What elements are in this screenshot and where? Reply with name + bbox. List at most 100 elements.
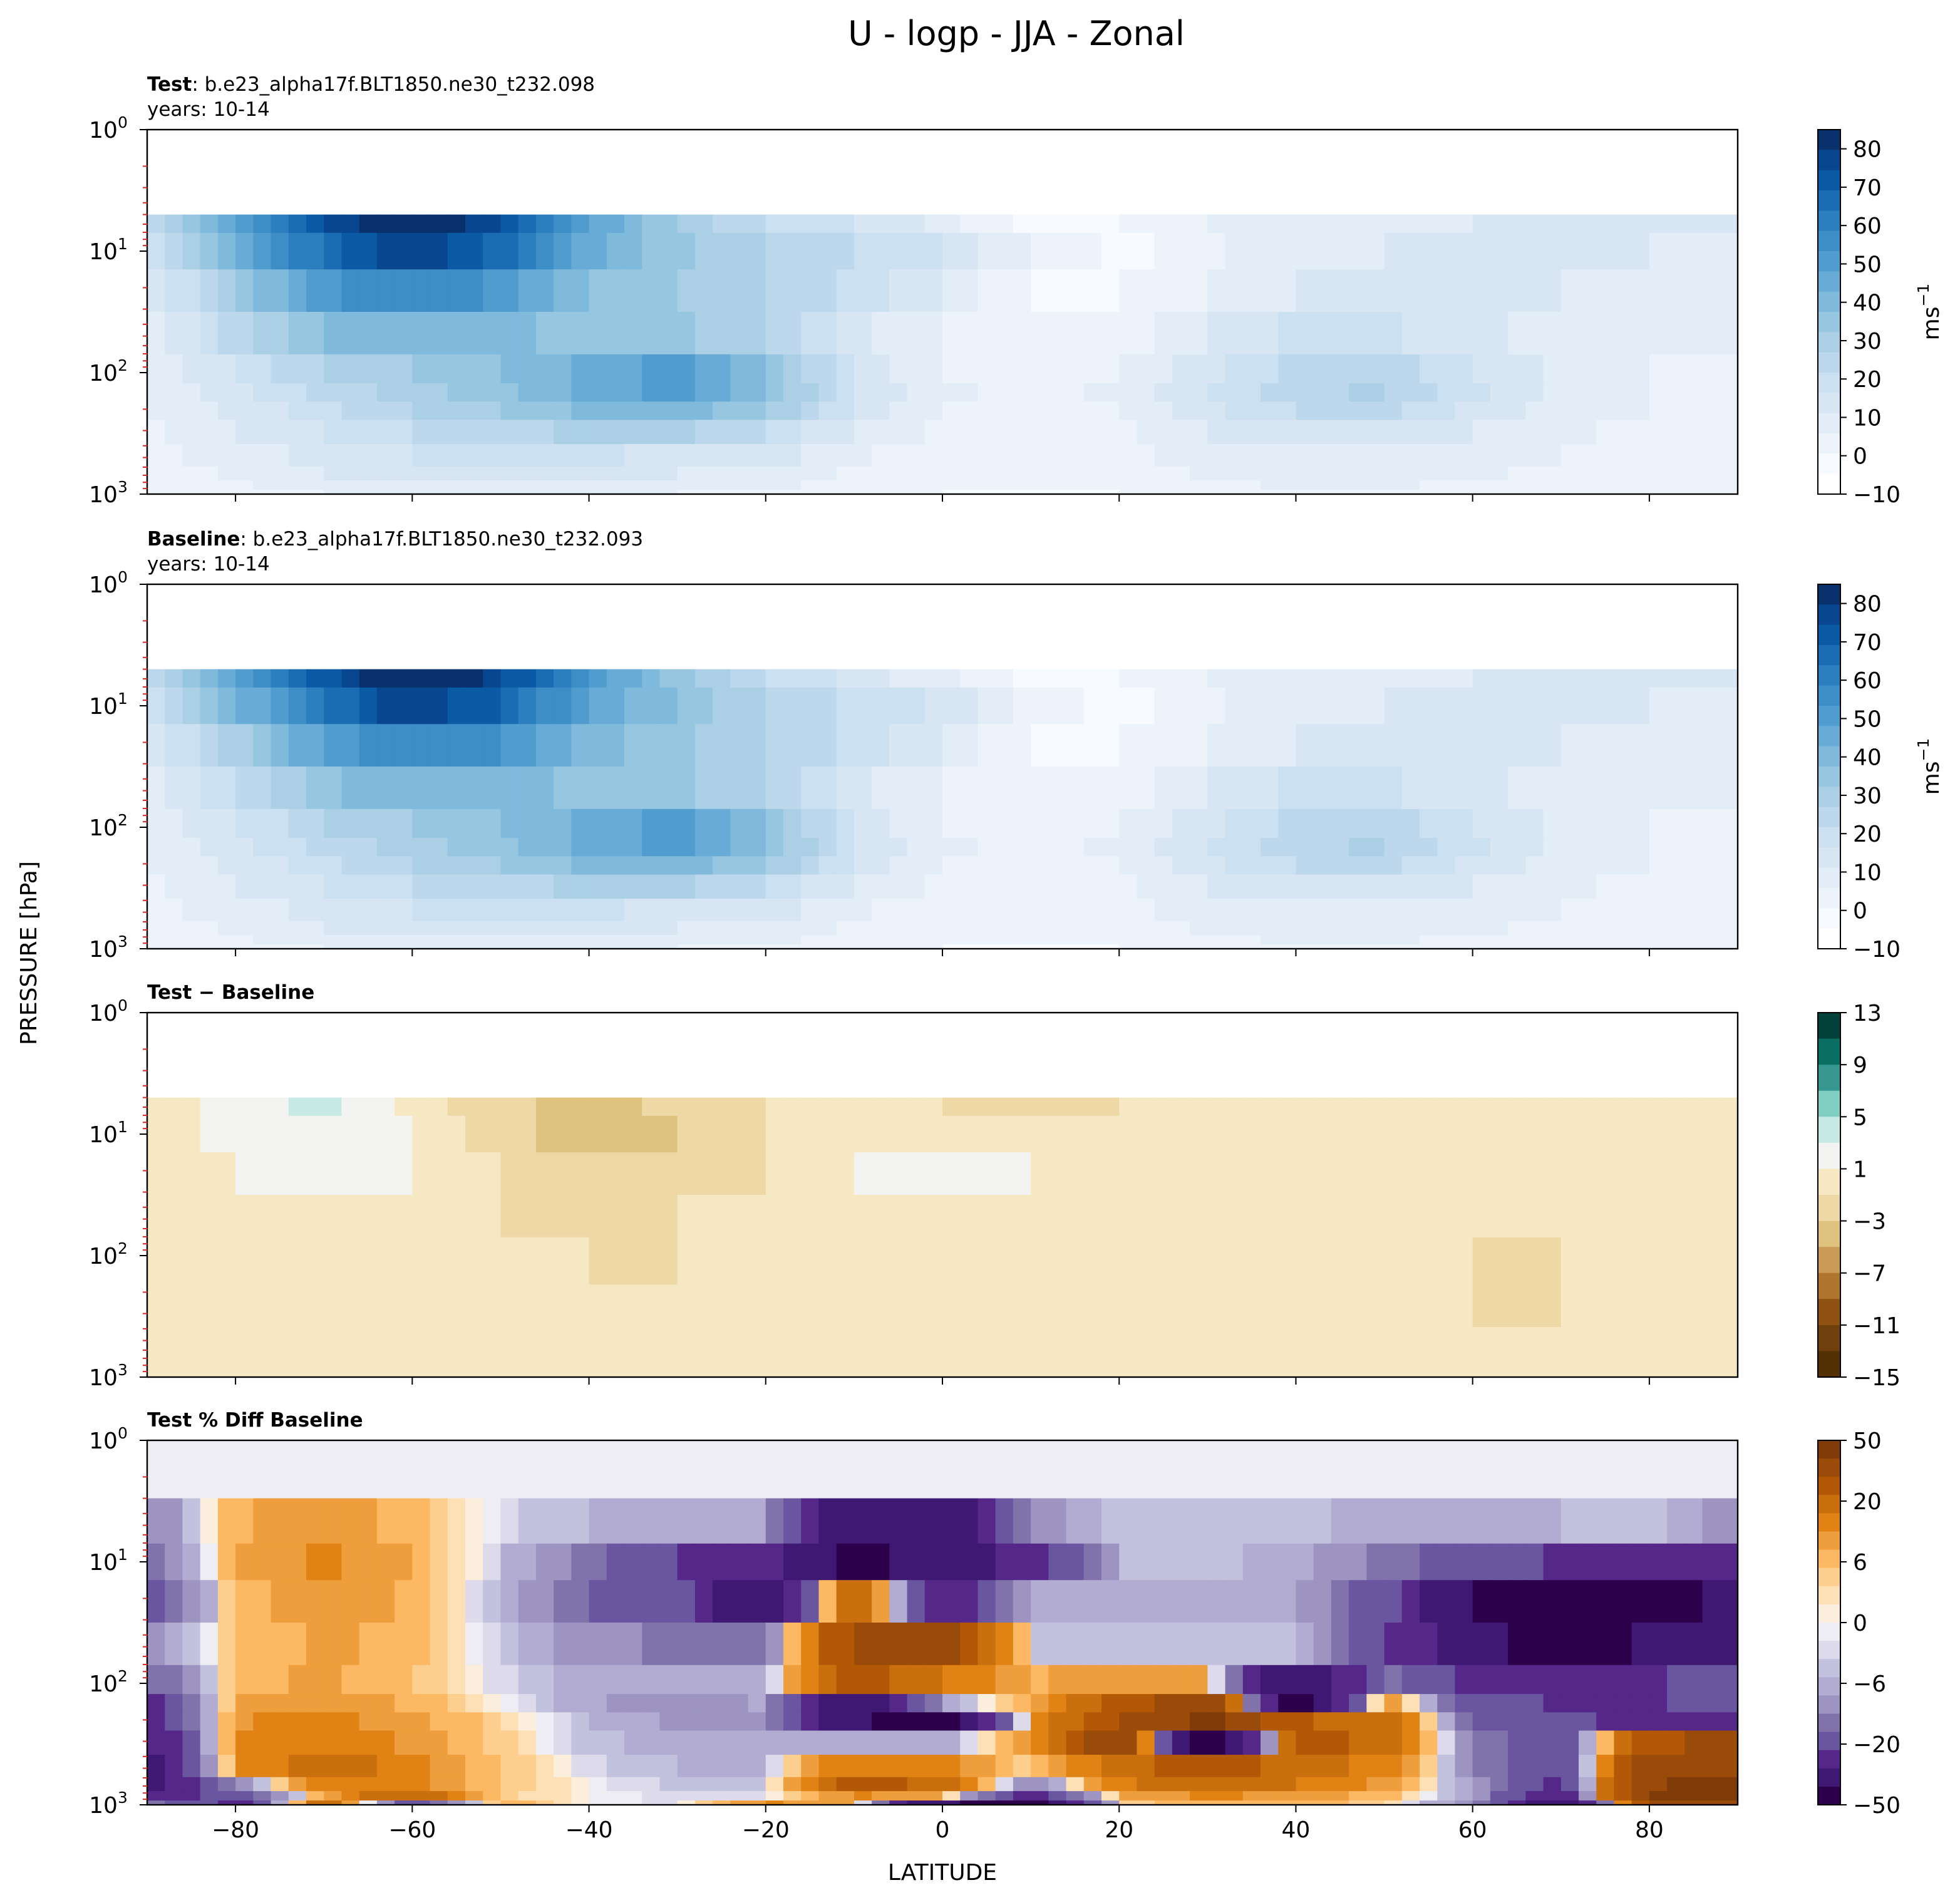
- contour-cell: [483, 1498, 502, 1544]
- contour-cell: [748, 269, 766, 312]
- contour-cell: [1261, 1115, 1279, 1153]
- contour-cell: [500, 1266, 519, 1285]
- contour-cell: [306, 466, 324, 481]
- contour-cell: [1242, 1777, 1261, 1792]
- contour-cell: [341, 899, 360, 922]
- contour-cell: [606, 944, 625, 949]
- contour-cell: [818, 490, 837, 494]
- contour-cell: [1278, 921, 1297, 936]
- contour-cell: [554, 1623, 572, 1666]
- contour-cell: [907, 383, 926, 402]
- contour-cell: [288, 444, 307, 467]
- contour-cell: [748, 1777, 766, 1792]
- contour-cell: [324, 1623, 343, 1666]
- contour-cell: [730, 944, 749, 949]
- contour-cell: [483, 921, 502, 936]
- contour-cell: [483, 1730, 502, 1755]
- contour-cell: [1649, 1266, 1668, 1285]
- contour-cell: [801, 1498, 820, 1544]
- contour-cell: [1437, 466, 1456, 481]
- contour-cell: [1278, 1115, 1297, 1153]
- contour-cell: [1401, 1097, 1420, 1117]
- contour-cell: [1649, 490, 1668, 494]
- contour-cell: [872, 1115, 890, 1153]
- contour-cell: [483, 838, 502, 857]
- contour-cell: [430, 1115, 448, 1153]
- contour-cell: [1631, 1284, 1650, 1304]
- contour-cell: [1508, 1373, 1526, 1377]
- contour-cell: [589, 1791, 607, 1801]
- contour-cell: [713, 420, 731, 445]
- contour-cell: [1437, 669, 1456, 688]
- contour-cell: [1437, 1195, 1456, 1238]
- contour-cell: [483, 1363, 502, 1373]
- contour-cell: [412, 1498, 431, 1544]
- contour-cell: [147, 383, 165, 402]
- contour-cell: [1225, 1730, 1244, 1755]
- contour-cell: [376, 1303, 395, 1328]
- contour-cell: [942, 1580, 961, 1623]
- contour-cell: [659, 232, 678, 270]
- contour-cell: [1225, 1694, 1244, 1713]
- contour-cell: [1472, 1303, 1491, 1328]
- contour-cell: [995, 1800, 1014, 1805]
- contour-cell: [395, 466, 413, 481]
- contour-cell: [430, 269, 448, 312]
- colorbar-swatch: [1818, 393, 1840, 414]
- contour-cell: [1720, 1694, 1738, 1713]
- contour-cell: [801, 1777, 820, 1792]
- contour-cell: [659, 1097, 678, 1117]
- contour-cell: [500, 724, 519, 767]
- contour-cell: [1437, 1115, 1456, 1153]
- contour-cell: [1384, 269, 1403, 312]
- contour-cell: [1031, 899, 1049, 922]
- contour-cell: [872, 1373, 890, 1377]
- contour-cell: [306, 935, 324, 945]
- contour-cell: [288, 466, 307, 481]
- contour-cell: [836, 808, 855, 839]
- contour-cell: [1614, 383, 1632, 402]
- contour-cell: [200, 1777, 219, 1792]
- y-tick-label: 100: [89, 568, 128, 598]
- contour-cell: [200, 921, 219, 936]
- contour-cell: [306, 838, 324, 857]
- contour-cell: [1278, 899, 1297, 922]
- contour-cell: [182, 444, 201, 467]
- contour-cell: [1207, 944, 1226, 949]
- contour-cell: [535, 1623, 554, 1666]
- contour-cell: [288, 1115, 307, 1153]
- contour-cell: [1614, 1349, 1632, 1364]
- contour-cell: [1667, 1730, 1685, 1755]
- contour-cell: [1154, 1363, 1173, 1373]
- colorbar-swatch: [1818, 230, 1840, 252]
- contour-cell: [589, 1266, 607, 1285]
- contour-cell: [606, 232, 625, 270]
- contour-cell: [624, 1349, 642, 1364]
- contour-cell: [1401, 724, 1420, 767]
- contour-cell: [1508, 944, 1526, 949]
- contour-cell: [1031, 935, 1049, 945]
- contour-cell: [1543, 899, 1562, 922]
- contour-cell: [518, 490, 537, 494]
- contour-cell: [1154, 1791, 1173, 1801]
- contour-cell: [1101, 1777, 1120, 1792]
- contour-cell: [1508, 856, 1526, 875]
- contour-cell: [1261, 1349, 1279, 1364]
- contour-cell: [1101, 838, 1120, 857]
- contour-cell: [1207, 1665, 1226, 1695]
- contour-cell: [1066, 1543, 1085, 1581]
- contour-cell: [1366, 1349, 1385, 1364]
- contour-cell: [977, 401, 996, 421]
- contour-cell: [854, 383, 872, 402]
- contour-cell: [1137, 1665, 1155, 1695]
- contour-cell: [412, 1712, 431, 1732]
- contour-cell: [1261, 767, 1279, 810]
- contour-cell: [1401, 1237, 1420, 1267]
- contour-cell: [341, 1498, 360, 1544]
- contour-cell: [1702, 466, 1721, 481]
- contour-cell: [924, 214, 943, 234]
- contour-cell: [1278, 767, 1297, 810]
- contour-cell: [783, 312, 802, 355]
- contour-cell: [783, 1730, 802, 1755]
- contour-cell: [430, 1349, 448, 1364]
